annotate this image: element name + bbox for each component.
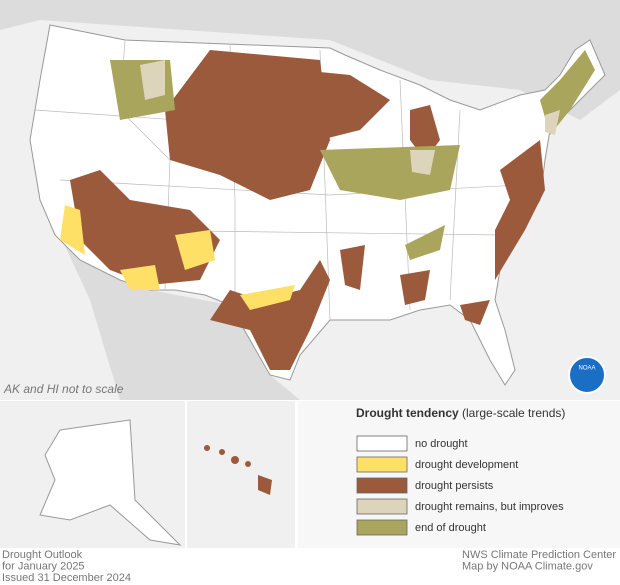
legend-label: no drought [415, 438, 468, 450]
footer-left: for January 2025 [2, 560, 85, 572]
logo-text: NOAA [578, 366, 595, 372]
legend-title: Drought tendency (large-scale trends) [356, 406, 565, 420]
drought-areas [60, 50, 595, 370]
hawaii [204, 445, 272, 495]
footer-right: NWS Climate Prediction Center [462, 549, 616, 561]
legend-swatch [356, 477, 408, 494]
legend-label: drought remains, but improves [415, 501, 564, 513]
footer-right: Map by NOAA Climate.gov [462, 560, 593, 572]
alaska [39, 419, 182, 546]
noaa-logo [568, 356, 606, 394]
legend-swatch [356, 435, 408, 452]
canada [0, 0, 620, 120]
footer-left: Drought Outlook [2, 549, 83, 561]
legend-title-main: Drought tendency [356, 406, 459, 420]
legend-label: drought persists [415, 480, 494, 492]
legend-subtitle: (large-scale trends) [462, 406, 565, 420]
footer-left: Issued 31 December 2024 [2, 572, 131, 584]
legend-swatch [356, 519, 408, 536]
legend: no drought drought development drought per… [356, 435, 564, 536]
legend-swatch [356, 456, 408, 473]
scale-note: AK and HI not to scale [3, 382, 124, 396]
legend-label: drought development [415, 459, 518, 471]
legend-panel [298, 401, 620, 548]
legend-label: end of drought [415, 522, 486, 534]
legend-swatch [356, 498, 408, 515]
hawaii-inset [187, 401, 295, 548]
